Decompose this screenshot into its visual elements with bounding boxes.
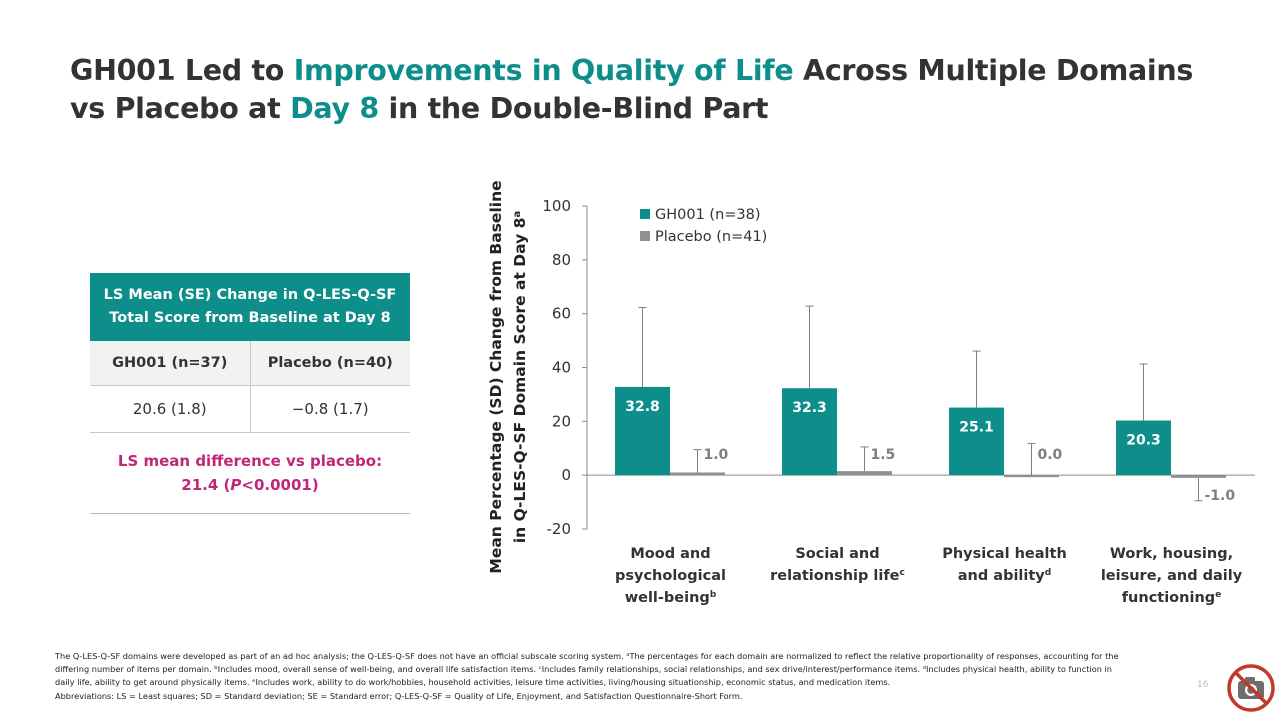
table-header: LS Mean (SE) Change in Q-LES-Q-SF Total …	[90, 273, 410, 341]
column-header-gh001: GH001 (n=37)	[90, 341, 251, 385]
footnote: The Q-LES-Q-SF domains were developed as…	[55, 651, 1119, 701]
bar-placebo	[837, 471, 892, 476]
table-row: 20.6 (1.8) −0.8 (1.7)	[90, 386, 410, 433]
x-category-label: Social and relationship lifec	[770, 546, 905, 584]
y-axis-label-line-1: Mean Percentage (SD) Change from Baselin…	[487, 180, 505, 573]
legend-label: GH001 (n=38)	[655, 207, 761, 223]
data-label: 32.3	[792, 400, 827, 416]
bar-gh001	[782, 388, 837, 476]
data-label: 20.3	[1126, 433, 1161, 449]
data-label: 1.5	[871, 447, 896, 463]
legend-swatch	[640, 231, 650, 241]
y-tick-label: 60	[552, 305, 571, 323]
bar-placebo	[1004, 475, 1059, 478]
bar-gh001	[949, 407, 1004, 476]
column-header-placebo: Placebo (n=40)	[267, 355, 393, 371]
cell-gh001-value: 20.6 (1.8)	[90, 386, 251, 432]
x-category-label: Work, housing, leisure, and daily function…	[1101, 546, 1243, 606]
title-line-2: vs Placebo at Day 8 in the Double-Blind …	[70, 92, 769, 125]
bar-gh001	[615, 386, 670, 476]
title-line-1: GH001 Led to Improvements in Quality of …	[70, 54, 1194, 87]
x-category-label: Mood and psychological well-beingb	[615, 546, 726, 606]
bar-gh001	[1116, 420, 1171, 476]
data-label: 32.8	[625, 399, 660, 415]
y-tick-label: 0	[561, 466, 571, 484]
table-column-headers: GH001 (n=37) Placebo (n=40)	[90, 341, 410, 386]
y-tick-label: 80	[552, 251, 571, 269]
page-number: 16	[1197, 680, 1209, 690]
y-tick-label: 40	[552, 359, 571, 377]
data-label: -1.0	[1205, 488, 1236, 504]
y-tick-label: -20	[547, 520, 572, 538]
cell-placebo-value: −0.8 (1.7)	[291, 400, 369, 418]
y-axis-label-line-2: in Q-LES-Q-SF Domain Score at Day 8a	[511, 211, 529, 543]
no-photography-icon	[1227, 664, 1275, 712]
data-label: 1.0	[704, 447, 729, 463]
data-label: 0.0	[1038, 447, 1063, 463]
legend-label: Placebo (n=41)	[655, 229, 767, 245]
summary-table: LS Mean (SE) Change in Q-LES-Q-SF Total …	[90, 273, 410, 514]
x-category-label: Physical health and abilityd	[942, 546, 1067, 584]
legend-swatch	[640, 209, 650, 219]
y-tick-label: 20	[552, 412, 571, 430]
y-tick-label: 100	[542, 197, 571, 215]
slide-title: GH001 Led to Improvements in Quality of …	[70, 52, 1210, 128]
bar-placebo	[1171, 475, 1226, 478]
ls-mean-difference: LS mean difference vs placebo: 21.4 (P<0…	[90, 433, 410, 514]
bar-chart: Mean Percentage (SD) Change from Baselin…	[487, 180, 1255, 606]
bar-placebo	[670, 472, 725, 476]
data-label: 25.1	[959, 420, 994, 436]
